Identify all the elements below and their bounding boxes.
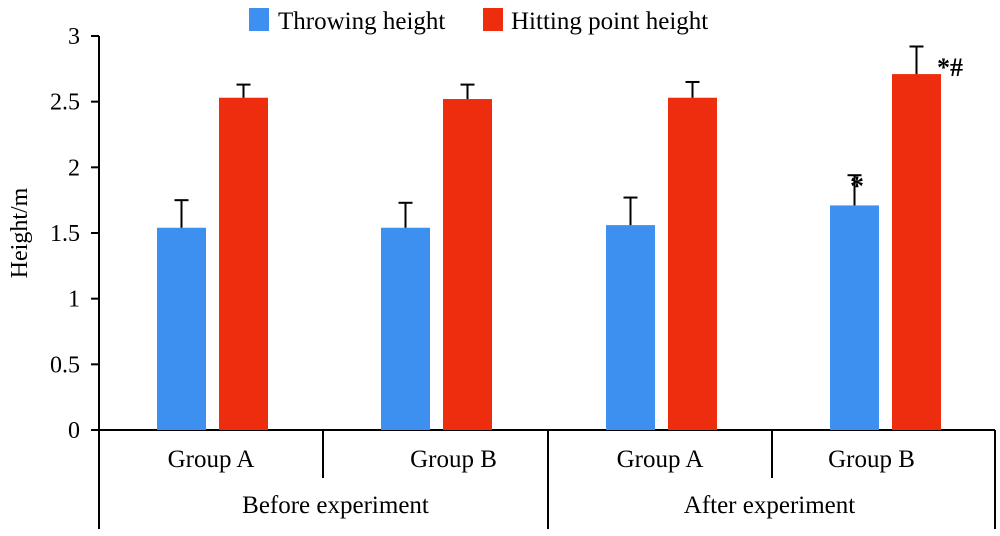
y-axis-label: Height/m (7, 187, 33, 278)
y-tick-label: 1.5 (50, 221, 80, 247)
x-tick-label: Group B (828, 446, 915, 473)
legend-swatch-throwing-height (249, 8, 269, 31)
significance-marker: * (850, 171, 864, 202)
x-group-label: After experiment (684, 492, 856, 519)
legend-label-throwing-height: Throwing height (278, 8, 445, 35)
y-tick-label: 0.5 (50, 352, 80, 378)
bar-throwing-height (381, 227, 430, 430)
x-labels: Group A Group B Group A Group B Before exper… (168, 446, 915, 519)
bar-throwing-height (157, 227, 206, 430)
x-tick-label: Group A (617, 446, 704, 473)
x-group-label: Before experiment (242, 492, 429, 519)
x-tick-label: Group A (168, 446, 255, 473)
legend-swatch-hitting-point-height (483, 8, 503, 31)
y-tick-label: 2.5 (50, 90, 80, 116)
bar-hitting-point-height (219, 97, 268, 430)
y-tick-label: 2 (68, 155, 80, 181)
y-tick-label: 1 (68, 287, 80, 313)
bar-hitting-point-height (443, 99, 492, 430)
bar-hitting-point-height (892, 74, 941, 430)
legend-label-hitting-point-height: Hitting point height (511, 8, 708, 35)
bar-throwing-height (830, 205, 879, 430)
y-tick-label: 3 (68, 24, 80, 50)
bar-hitting-point-height (668, 97, 717, 430)
bar-throwing-height (606, 225, 655, 430)
significance-marker: *# (937, 53, 963, 82)
y-ticks: 0 0.5 1 1.5 2 2.5 3 (50, 24, 99, 444)
x-tick-label: Group B (410, 446, 497, 473)
legend: Throwing height Hitting point height (249, 8, 708, 35)
bars: * *# (157, 45, 963, 430)
y-tick-label: 0 (68, 418, 80, 444)
